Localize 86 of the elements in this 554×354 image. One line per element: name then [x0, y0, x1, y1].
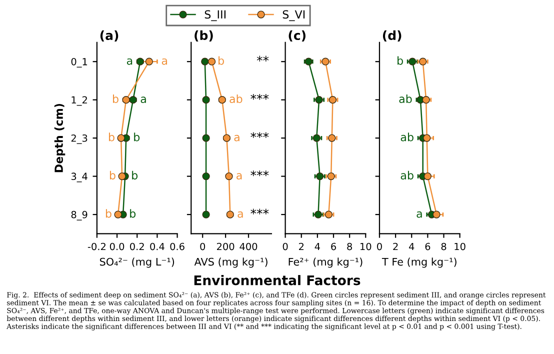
x-axis-title: SO₄²⁻ (mg L⁻¹): [100, 258, 174, 268]
x-axis-title: AVS (mg kg⁻¹): [194, 258, 268, 268]
x-tick-label: 2: [298, 242, 304, 250]
data-label: b: [398, 56, 403, 65]
x-tick-label: 8: [347, 242, 352, 250]
x-tick-label: 10: [360, 242, 372, 250]
chart-title: (d): [382, 30, 402, 42]
x-tick-label: 4: [409, 242, 414, 250]
point: [202, 134, 210, 142]
x-tick-label: 2: [393, 242, 398, 250]
data-label: a: [234, 134, 240, 142]
data-label: ab: [400, 132, 414, 142]
point: [432, 210, 440, 218]
data-label: b: [130, 209, 136, 218]
x-tick-label: 10: [454, 242, 466, 250]
y-axis-title: Depth (cm): [54, 104, 66, 172]
x-tick-label: 8: [441, 242, 446, 250]
data-label: b: [112, 94, 118, 104]
point: [419, 58, 427, 66]
x-tick-label: 0: [377, 242, 382, 250]
y-tick-label: 8_9: [71, 210, 88, 220]
point: [324, 210, 333, 218]
chart-title: (c): [288, 30, 306, 42]
annotation: ***: [250, 208, 269, 214]
annotation: ***: [250, 94, 269, 100]
data-label: b: [108, 132, 114, 142]
x-axis-title: Fe²⁺ (mg kg⁻¹): [288, 258, 362, 268]
point: [312, 134, 320, 142]
point: [118, 172, 126, 180]
y-tick-label: 2_3: [71, 134, 88, 144]
data-label: a: [162, 58, 168, 65]
data-label: ab: [400, 170, 414, 180]
data-label: ab: [399, 94, 412, 104]
point: [408, 58, 416, 66]
point: [327, 172, 335, 180]
data-label: a: [236, 173, 242, 180]
data-label: b: [106, 209, 112, 218]
point: [202, 172, 210, 180]
data-label: a: [238, 211, 243, 218]
x-tick-label: 4: [314, 242, 320, 250]
point: [328, 134, 336, 142]
x-tick-label: 0.0: [110, 242, 124, 250]
chart-title: (b): [194, 30, 213, 42]
data-label: b: [110, 170, 116, 180]
point: [314, 210, 322, 218]
chart-title: (a): [100, 30, 118, 42]
x-tick-label: 6: [425, 242, 430, 250]
point: [316, 172, 324, 180]
data-label: a: [126, 58, 132, 65]
x-tick-label: 6: [331, 242, 336, 250]
data-label: b: [132, 170, 138, 180]
legend-label: S_III: [204, 10, 226, 22]
annotation: **: [256, 56, 269, 62]
y-tick-label: 1_2: [72, 96, 87, 106]
x-tick-label: 400: [240, 242, 258, 250]
data-label: b: [134, 132, 140, 142]
data-label: a: [416, 211, 422, 218]
data-label: ab: [230, 94, 242, 104]
x-tick-label: 0: [282, 242, 288, 250]
y-tick-label: 0_1: [71, 58, 88, 68]
point: [202, 210, 210, 218]
text: Environmental Factors: [194, 275, 360, 286]
point: [424, 172, 432, 180]
x-tick-label: 0.4: [150, 242, 164, 250]
x-tick-label: 0.6: [170, 242, 184, 250]
x-tick-label: 200: [216, 242, 234, 250]
annotation: ***: [250, 170, 269, 176]
point: [114, 210, 122, 218]
point: [145, 58, 153, 66]
annotation: ***: [250, 132, 269, 138]
y-tick-label: 3_4: [71, 172, 88, 182]
x-tick-label: 0: [200, 242, 206, 250]
point: [423, 134, 431, 142]
x-tick-label: 0.2: [130, 242, 144, 250]
point: [315, 96, 323, 104]
legend-label: S_VI: [282, 10, 305, 22]
point: [322, 58, 330, 66]
x-axis-title: T Fe (mg kg⁻¹): [382, 258, 456, 268]
point: [202, 96, 210, 104]
point: [201, 58, 209, 66]
data-label: a: [140, 96, 146, 104]
point: [422, 96, 430, 104]
data-label: b: [218, 56, 224, 65]
x-tick-label: -0.2: [88, 242, 106, 250]
point: [208, 58, 216, 66]
point: [117, 134, 125, 142]
